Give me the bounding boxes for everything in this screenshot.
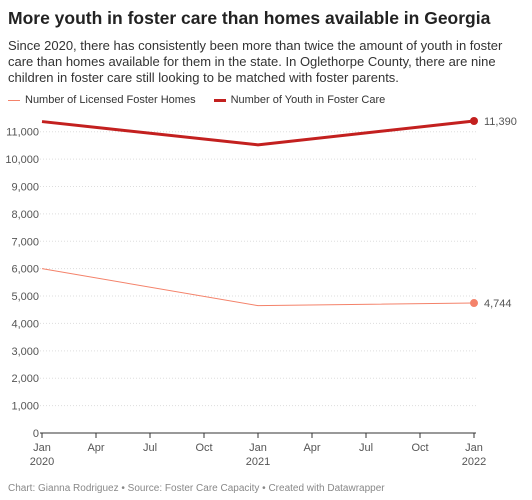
x-tick-label: Jul [359,442,373,454]
chart-title: More youth in foster care than homes ava… [8,8,491,28]
legend-item: Number of Licensed Foster Homes [8,94,196,106]
end-dot [470,299,478,308]
y-tick-label: 1,000 [11,401,39,413]
x-tick-label: Jan [465,442,483,454]
end-dot [470,117,478,126]
legend: Number of Licensed Foster Homes Number of… [8,94,385,106]
x-tick-year: 2020 [30,456,54,468]
x-tick-year: 2021 [246,456,270,468]
x-tick-label: Oct [411,442,428,454]
y-tick-label: 5,000 [11,291,39,303]
value-label: 11,390 [484,116,517,128]
x-tick-label: Jan [33,442,51,454]
series-line [41,119,475,147]
legend-label: Number of Youth in Foster Care [230,94,386,106]
y-tick-label: 4,000 [11,318,39,330]
y-tick-label: 0 [33,428,39,440]
y-tick-label: 8,000 [11,209,39,221]
legend-label: Number of Licensed Foster Homes [25,94,196,106]
legend-swatch [8,99,20,101]
x-tick-label: Oct [195,442,212,454]
legend-swatch [213,98,226,102]
y-tick-label: 11,000 [6,127,39,139]
y-tick-label: 2,000 [11,373,39,385]
x-tick-label: Apr [303,442,320,454]
x-tick-label: Jul [143,442,157,454]
footer: Chart: Gianna Rodriguez • Source: Foster… [8,483,385,494]
legend-item: Number of Youth in Foster Care [213,94,386,106]
series-line [41,268,475,307]
y-tick-label: 3,000 [11,346,39,358]
value-label: 4,744 [484,298,512,310]
y-tick-label: 10,000 [5,154,39,166]
y-tick-label: 7,000 [11,236,39,248]
chart: 0 1,000 2,000 3,000 4,000 5,000 6,000 7,000 8,00… [5,116,517,468]
y-tick-label: 6,000 [11,264,39,276]
y-tick-label: 9,000 [11,181,39,193]
chart-subtitle: Since 2020, there has consistently been … [8,38,503,85]
x-tick-label: Apr [87,442,104,454]
x-tick-label: Jan [249,442,267,454]
x-tick-year: 2022 [462,456,486,468]
